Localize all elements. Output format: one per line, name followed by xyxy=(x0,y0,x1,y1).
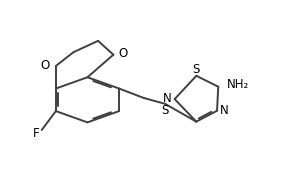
Text: S: S xyxy=(161,104,169,117)
Text: S: S xyxy=(192,63,199,76)
Text: N: N xyxy=(163,92,171,105)
Text: F: F xyxy=(33,127,39,140)
Text: N: N xyxy=(220,104,229,117)
Text: O: O xyxy=(118,47,127,60)
Text: NH₂: NH₂ xyxy=(227,78,249,91)
Text: O: O xyxy=(41,59,50,72)
